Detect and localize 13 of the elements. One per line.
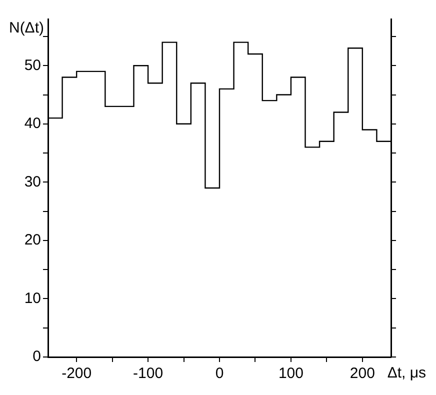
x-axis-title: Δt, μs — [387, 364, 426, 382]
y-tick-label: 10 — [24, 290, 41, 307]
y-axis-title: N(Δt) — [8, 20, 44, 37]
x-tick-label: -100 — [133, 365, 164, 382]
y-tick-label: 50 — [24, 56, 41, 74]
x-tick-label: 100 — [278, 365, 304, 382]
x-tick-label: -200 — [62, 365, 92, 382]
y-tick-label: 40 — [24, 115, 41, 132]
x-tick-label: 200 — [350, 365, 375, 382]
y-tick-label: 20 — [24, 232, 41, 249]
y-tick-label: 0 — [32, 348, 41, 366]
y-tick-label: 30 — [24, 173, 41, 190]
x-tick-label: 0 — [215, 365, 224, 382]
